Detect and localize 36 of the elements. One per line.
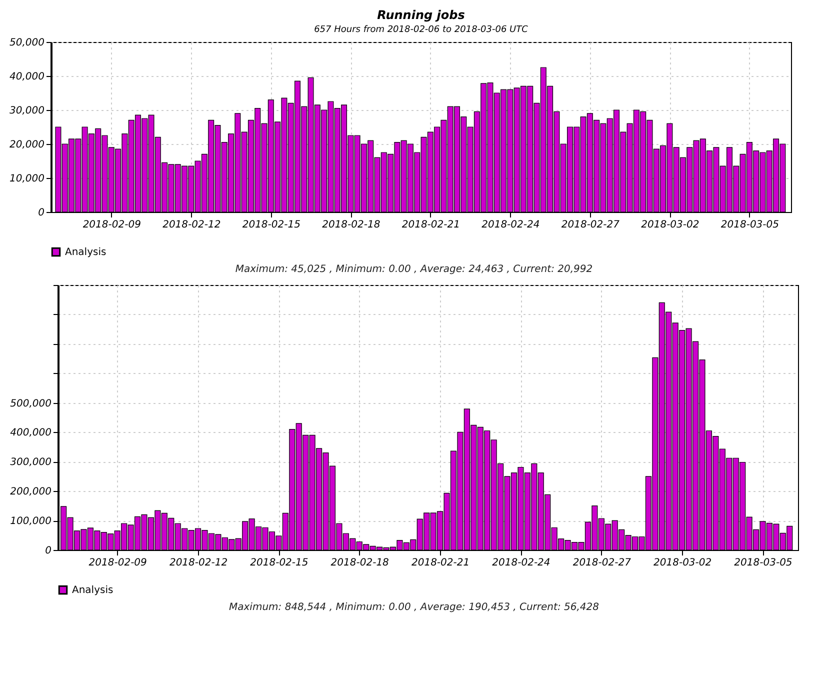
x-tick-label: 2018-02-09 xyxy=(82,220,141,230)
y-tick-label: 100,000 xyxy=(10,516,52,528)
text: Maximum: 848,544 , Minimum: 0.00 , Average: 190,453 , Current: 56,428 xyxy=(228,602,600,613)
y-tick-label: 0 xyxy=(38,208,44,218)
y-tick-label: 50,000 xyxy=(10,38,44,48)
y-tick-label: 30,000 xyxy=(10,106,44,116)
x-tick-label: 2018-02-12 xyxy=(169,558,228,568)
x-tick-label: 2018-03-05 xyxy=(734,558,792,568)
y-tick-label: 0 xyxy=(45,546,52,556)
y-tick-label: 20,000 xyxy=(10,140,44,150)
x-tick-label: 2018-03-02 xyxy=(641,220,700,230)
x-tick-label: 2018-02-18 xyxy=(322,220,380,230)
chart-title: Running jobs xyxy=(377,8,465,22)
legend-label: Analysis xyxy=(65,247,106,258)
x-tick-label: 2018-02-24 xyxy=(482,220,540,230)
chart-subtitle: 657 Hours from 2018-02-06 to 2018-03-06 UTC xyxy=(314,25,529,35)
text: Maximum: 45,025 , Minimum: 0.00 , Average: 24,463 , Current: 20,992 xyxy=(234,264,594,275)
x-tick-label: 2018-02-21 xyxy=(402,220,460,230)
x-tick-label: 2018-02-09 xyxy=(88,558,147,568)
y-tick-label: 300,000 xyxy=(10,457,52,468)
x-tick-label: 2018-02-21 xyxy=(411,558,470,568)
x-tick-label: 2018-02-18 xyxy=(330,558,389,568)
y-tick-label: 10,000 xyxy=(10,174,44,184)
x-tick-label: 2018-02-15 xyxy=(250,558,308,568)
x-tick-label: 2018-03-02 xyxy=(654,558,712,568)
x-tick-label: 2018-03-05 xyxy=(720,220,780,230)
x-tick-label: 2018-02-12 xyxy=(162,220,221,230)
x-tick-label: 2018-02-27 xyxy=(561,220,620,230)
x-tick-label: 2018-02-27 xyxy=(572,558,632,568)
y-tick-label: 500,000 xyxy=(10,398,52,410)
x-tick-label: 2018-02-15 xyxy=(242,220,300,230)
x-tick-label: 2018-02-24 xyxy=(492,558,550,568)
legend-label: Analysis xyxy=(72,585,114,596)
y-tick-label: 200,000 xyxy=(10,486,52,498)
y-tick-label: 400,000 xyxy=(10,428,52,439)
y-tick-label: 40,000 xyxy=(10,72,44,82)
